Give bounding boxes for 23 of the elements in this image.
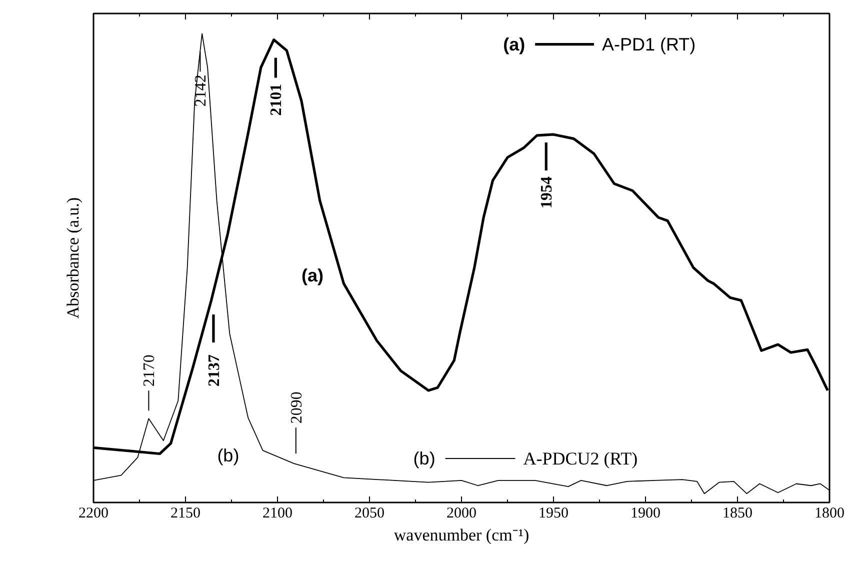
annotation: (b) xyxy=(217,446,240,466)
x-tick-label: 2050 xyxy=(354,506,384,522)
annotation: 2142 xyxy=(192,74,210,107)
legend-label: A-PDCU2 (RT) xyxy=(523,448,638,468)
annotation: 2170 xyxy=(141,354,158,387)
annotation: (a) xyxy=(302,266,324,286)
x-tick-label: 2100 xyxy=(262,506,292,522)
y-axis-title: Absorbance (a.u.) xyxy=(64,197,82,319)
x-tick-label: 2200 xyxy=(78,506,108,522)
annotation: (a) xyxy=(503,34,526,54)
x-tick-label: 2150 xyxy=(170,506,200,522)
x-tick-label: 1950 xyxy=(538,506,568,522)
x-tick-label: 1900 xyxy=(630,506,660,522)
x-tick-label: 1850 xyxy=(722,506,752,522)
annotation: (b) xyxy=(413,448,436,468)
x-tick-label: 1800 xyxy=(814,506,844,522)
annotation: 2101 xyxy=(268,84,286,116)
x-tick-label: 2000 xyxy=(446,506,476,522)
annotation: 2137 xyxy=(206,354,223,386)
annotation: 2090 xyxy=(288,392,306,424)
legend-label: A-PD1 (RT) xyxy=(602,34,696,54)
x-axis-title: wavenumber (cm⁻¹) xyxy=(394,526,530,544)
annotation: 1954 xyxy=(538,176,556,208)
